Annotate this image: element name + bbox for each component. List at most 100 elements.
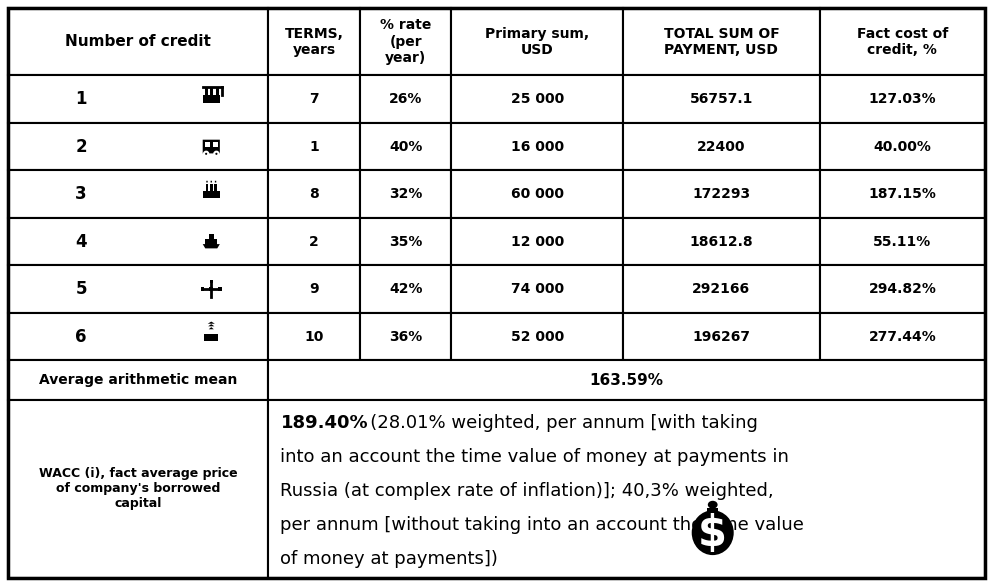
Bar xyxy=(623,123,820,171)
Bar xyxy=(268,218,359,265)
Text: TOTAL SUM OF
PAYMENT, USD: TOTAL SUM OF PAYMENT, USD xyxy=(663,26,780,57)
Text: 26%: 26% xyxy=(389,92,422,106)
Text: 52 000: 52 000 xyxy=(510,329,564,343)
Bar xyxy=(623,218,820,265)
Bar xyxy=(452,171,623,218)
Bar xyxy=(8,265,268,313)
Bar xyxy=(213,142,217,147)
Text: 294.82%: 294.82% xyxy=(869,282,936,296)
Text: 9: 9 xyxy=(310,282,319,296)
Bar xyxy=(359,313,452,360)
Bar xyxy=(452,123,623,171)
Text: Fact cost of
credit, %: Fact cost of credit, % xyxy=(857,26,948,57)
Text: 10: 10 xyxy=(305,329,324,343)
Text: 18612.8: 18612.8 xyxy=(689,234,753,248)
Bar xyxy=(820,75,985,123)
Bar xyxy=(8,123,268,171)
Bar xyxy=(8,360,268,400)
Bar xyxy=(201,287,205,291)
Bar xyxy=(8,8,268,75)
Text: 56757.1: 56757.1 xyxy=(690,92,753,106)
Bar xyxy=(205,142,210,147)
Text: 5: 5 xyxy=(75,280,86,298)
Text: 1: 1 xyxy=(309,139,319,154)
Bar xyxy=(359,265,452,313)
FancyBboxPatch shape xyxy=(203,139,219,154)
Text: % rate
(per
year): % rate (per year) xyxy=(380,18,431,65)
Bar xyxy=(8,400,268,578)
Bar xyxy=(205,334,218,341)
Bar xyxy=(820,171,985,218)
Text: 196267: 196267 xyxy=(692,329,751,343)
Text: (28.01% weighted, per annum [with taking: (28.01% weighted, per annum [with taking xyxy=(354,414,759,432)
Bar xyxy=(359,8,452,75)
Text: Primary sum,
USD: Primary sum, USD xyxy=(486,26,589,57)
Bar xyxy=(209,234,213,240)
Text: $: $ xyxy=(698,513,727,555)
Text: 6: 6 xyxy=(75,328,86,346)
Text: 8: 8 xyxy=(309,187,319,201)
FancyBboxPatch shape xyxy=(207,180,208,182)
Bar xyxy=(268,265,359,313)
Bar xyxy=(8,313,268,360)
Bar xyxy=(206,184,209,191)
Bar xyxy=(8,75,268,123)
Text: 187.15%: 187.15% xyxy=(869,187,936,201)
Bar xyxy=(452,218,623,265)
Text: 2: 2 xyxy=(75,138,86,155)
Text: 60 000: 60 000 xyxy=(510,187,564,201)
Bar xyxy=(359,123,452,171)
Bar xyxy=(820,313,985,360)
Bar xyxy=(452,8,623,75)
FancyBboxPatch shape xyxy=(211,180,212,182)
Bar xyxy=(820,8,985,75)
Text: 4: 4 xyxy=(75,233,86,251)
Circle shape xyxy=(204,152,209,156)
Polygon shape xyxy=(209,324,214,326)
Bar xyxy=(359,218,452,265)
Bar xyxy=(268,123,359,171)
Bar xyxy=(268,360,985,400)
Bar xyxy=(707,507,718,522)
Text: 7: 7 xyxy=(310,92,319,106)
Bar xyxy=(203,190,219,198)
Text: 1: 1 xyxy=(75,90,86,108)
Text: TERMS,
years: TERMS, years xyxy=(285,26,344,57)
Bar xyxy=(820,265,985,313)
Bar xyxy=(268,313,359,360)
Text: 3: 3 xyxy=(75,185,86,203)
Bar xyxy=(623,313,820,360)
Text: 172293: 172293 xyxy=(692,187,751,201)
Text: 55.11%: 55.11% xyxy=(873,234,931,248)
Bar xyxy=(452,313,623,360)
Bar xyxy=(452,265,623,313)
Text: 22400: 22400 xyxy=(697,139,746,154)
Bar xyxy=(211,88,213,95)
Bar xyxy=(8,171,268,218)
Polygon shape xyxy=(208,322,214,323)
Bar xyxy=(210,280,213,283)
Text: 42%: 42% xyxy=(389,282,422,296)
Bar xyxy=(215,88,218,95)
Bar xyxy=(623,8,820,75)
Text: Number of credit: Number of credit xyxy=(66,34,212,49)
Text: into an account the time value of money at payments in: into an account the time value of money … xyxy=(280,448,789,466)
Bar xyxy=(623,75,820,123)
Circle shape xyxy=(214,152,218,156)
Bar xyxy=(359,171,452,218)
Text: 16 000: 16 000 xyxy=(510,139,564,154)
Bar xyxy=(8,218,268,265)
Text: WACC (i), fact average price
of company's borrowed
capital: WACC (i), fact average price of company'… xyxy=(39,468,237,510)
Bar xyxy=(218,287,221,291)
Bar xyxy=(206,239,217,244)
Polygon shape xyxy=(209,327,213,329)
Bar xyxy=(268,75,359,123)
Bar xyxy=(206,88,209,95)
Ellipse shape xyxy=(692,510,734,555)
Text: 32%: 32% xyxy=(389,187,422,201)
Bar xyxy=(452,75,623,123)
Text: 2: 2 xyxy=(309,234,319,248)
Text: 40.00%: 40.00% xyxy=(874,139,931,154)
Text: Average arithmetic mean: Average arithmetic mean xyxy=(39,373,237,387)
Text: 189.40%: 189.40% xyxy=(280,414,368,432)
